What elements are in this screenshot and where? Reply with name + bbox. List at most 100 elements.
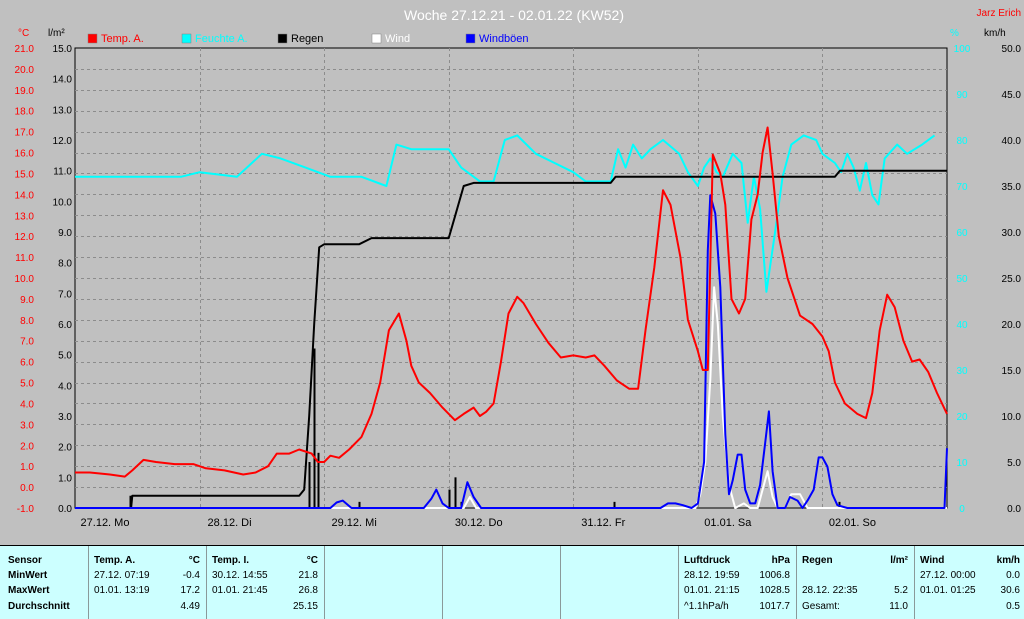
wind-tick-label: 30.0 bbox=[1002, 228, 1022, 239]
rain-tick-label: 6.0 bbox=[58, 320, 72, 331]
pressure-avg-value: 1017.7 bbox=[759, 601, 790, 612]
rain-tick-label: 13.0 bbox=[53, 105, 73, 116]
humidity-tick-label: 30 bbox=[956, 366, 968, 377]
temp-a-min-value: -0.4 bbox=[182, 570, 200, 581]
wind-tick-label: 5.0 bbox=[1007, 458, 1021, 469]
stats-separator bbox=[796, 546, 797, 619]
temp-a-avg-value: 4.49 bbox=[180, 601, 200, 612]
temperature-tick-label: 6.0 bbox=[20, 358, 34, 369]
stats-header-rain-unit: l/m² bbox=[890, 555, 908, 566]
temp-a-max-time: 01.01. 13:19 bbox=[94, 585, 150, 596]
temperature-tick-label: 4.0 bbox=[20, 399, 34, 410]
wind-min-value: 0.0 bbox=[1006, 570, 1020, 581]
rain-tick-label: 1.0 bbox=[58, 473, 72, 484]
legend-label: Temp. A. bbox=[101, 33, 144, 45]
legend-label: Wind bbox=[385, 33, 410, 45]
rain-tick-label: 3.0 bbox=[58, 412, 72, 423]
stats-row-avg: Durchschnitt bbox=[8, 601, 70, 612]
stats-separator bbox=[560, 546, 561, 619]
stats-row-min: MinWert bbox=[8, 570, 48, 581]
rain-max-time: 28.12. 22:35 bbox=[802, 585, 858, 596]
temperature-tick-label: 13.0 bbox=[15, 211, 35, 222]
rain-series-line bbox=[75, 169, 947, 509]
temperature-tick-label: 14.0 bbox=[15, 190, 35, 201]
wind-max-time: 01.01. 01:25 bbox=[920, 585, 976, 596]
rain-tick-label: 12.0 bbox=[53, 136, 73, 147]
chart-grid bbox=[74, 47, 948, 509]
x-tick-label: 01.01. Sa bbox=[704, 517, 752, 529]
pressure-trend-label: ^1.1hPa/h bbox=[684, 601, 729, 612]
weather-chart: Woche 27.12.21 - 02.01.22 (KW52) Jarz Er… bbox=[14, 7, 1022, 529]
pressure-min-value: 1006.8 bbox=[759, 570, 790, 581]
humidity-tick-label: 90 bbox=[956, 90, 968, 101]
wind-tick-label: 20.0 bbox=[1002, 320, 1022, 331]
stats-separator bbox=[324, 546, 325, 619]
temperature-tick-label: 2.0 bbox=[20, 441, 34, 452]
y-axis-ticks: -1.0 0.0 1.0 2.0 3.0 4.0 5.0 6.0 7.0 8.0 9.0 10.0 11… bbox=[15, 44, 1022, 515]
temp-a-max-value: 17.2 bbox=[180, 585, 200, 596]
rain-tick-label: 5.0 bbox=[58, 351, 72, 362]
humidity-tick-label: 80 bbox=[956, 136, 968, 147]
wind-tick-label: 0.0 bbox=[1007, 504, 1021, 515]
humidity-tick-label: 50 bbox=[956, 274, 968, 285]
humidity-unit-label: % bbox=[950, 28, 959, 39]
temp-a-min-time: 27.12. 07:19 bbox=[94, 570, 150, 581]
temp-series-line bbox=[75, 126, 948, 478]
temp-i-min-time: 30.12. 14:55 bbox=[212, 570, 268, 581]
temperature-tick-label: 19.0 bbox=[15, 86, 35, 97]
wind-avg-value: 0.5 bbox=[1006, 601, 1020, 612]
wind-max-value: 30.6 bbox=[1000, 585, 1020, 596]
temperature-tick-label: 5.0 bbox=[20, 379, 34, 390]
temperature-tick-label: 0.0 bbox=[20, 483, 34, 494]
pressure-min-time: 28.12. 19:59 bbox=[684, 570, 740, 581]
rain-tick-label: 15.0 bbox=[53, 44, 73, 55]
temperature-tick-label: 1.0 bbox=[20, 462, 34, 473]
temperature-tick-label: 21.0 bbox=[15, 44, 35, 55]
x-tick-label: 31.12. Fr bbox=[581, 517, 625, 529]
temperature-tick-label: -1.0 bbox=[17, 504, 35, 515]
temperature-tick-label: 15.0 bbox=[15, 169, 35, 180]
stats-separator bbox=[442, 546, 443, 619]
temperature-tick-label: 16.0 bbox=[15, 149, 35, 160]
rain-tick-label: 14.0 bbox=[53, 75, 73, 86]
temperature-tick-label: 17.0 bbox=[15, 128, 35, 139]
humidity-series-line bbox=[75, 134, 936, 293]
stats-separator bbox=[678, 546, 679, 619]
wind-tick-label: 35.0 bbox=[1002, 182, 1022, 193]
temperature-tick-label: 20.0 bbox=[15, 65, 35, 76]
chart-author: Jarz Erich bbox=[977, 8, 1021, 19]
stats-header-pressure-unit: hPa bbox=[771, 555, 790, 566]
stats-row-max: MaxWert bbox=[8, 585, 50, 596]
wind-min-time: 27.12. 00:00 bbox=[920, 570, 976, 581]
humidity-tick-label: 0 bbox=[959, 504, 965, 515]
temperature-tick-label: 7.0 bbox=[20, 337, 34, 348]
chart-legend: Temp. A. Feuchte A. Regen Wind Windböen bbox=[87, 33, 529, 45]
rain-total-label: Gesamt: bbox=[802, 601, 840, 612]
stats-header-pressure: Luftdruck bbox=[684, 555, 731, 566]
rain-tick-label: 4.0 bbox=[58, 381, 72, 392]
temperature-tick-label: 9.0 bbox=[20, 295, 34, 306]
humidity-tick-label: 20 bbox=[956, 412, 968, 423]
temperature-tick-label: 12.0 bbox=[15, 232, 35, 243]
rain-max-value: 5.2 bbox=[894, 585, 908, 596]
x-tick-label: 29.12. Mi bbox=[332, 517, 377, 529]
legend-swatch bbox=[277, 33, 288, 44]
humidity-tick-label: 70 bbox=[956, 182, 968, 193]
rain-tick-label: 7.0 bbox=[58, 289, 72, 300]
x-tick-label: 02.01. So bbox=[829, 517, 876, 529]
chart-title: Woche 27.12.21 - 02.01.22 (KW52) bbox=[404, 7, 624, 23]
rain-tick-label: 9.0 bbox=[58, 228, 72, 239]
temp-i-max-time: 01.01. 21:45 bbox=[212, 585, 268, 596]
wind-tick-label: 50.0 bbox=[1002, 44, 1022, 55]
plot-area bbox=[75, 126, 948, 509]
x-tick-label: 28.12. Di bbox=[208, 517, 252, 529]
statistics-panel: Sensor MinWert MaxWert Durchschnitt Temp… bbox=[0, 545, 1024, 619]
pressure-max-value: 1028.5 bbox=[759, 585, 790, 596]
wind-tick-label: 10.0 bbox=[1002, 412, 1022, 423]
stats-header-temp-i: Temp. I. bbox=[212, 555, 250, 566]
stats-separator bbox=[206, 546, 207, 619]
temp-i-min-value: 21.8 bbox=[298, 570, 318, 581]
stats-header-temp-i-unit: °C bbox=[306, 555, 318, 566]
gusts-series-line bbox=[75, 194, 948, 509]
x-tick-label: 27.12. Mo bbox=[81, 517, 130, 529]
